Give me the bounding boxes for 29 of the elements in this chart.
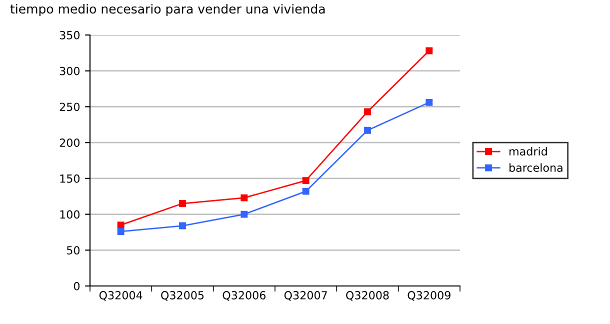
- point: [117, 222, 124, 229]
- y-tick-label: 350: [60, 30, 80, 40]
- y-tick-label: 0: [74, 282, 80, 290]
- point: [302, 177, 310, 184]
- point: [364, 108, 371, 116]
- y-tick-label: 100: [60, 210, 80, 219]
- y-tick-label: 150: [60, 174, 80, 183]
- point: [240, 194, 248, 202]
- x-tick-label: Q32005: [161, 291, 204, 301]
- point: [240, 210, 248, 218]
- legend-label: barcelona: [510, 163, 562, 172]
- y-tick-label: 200: [60, 138, 80, 147]
- point: [426, 47, 433, 54]
- point: [179, 200, 186, 207]
- y-tick-label: 50: [66, 246, 80, 255]
- x-tick-label: Q32008: [346, 291, 389, 301]
- point: [426, 98, 433, 106]
- point: [179, 222, 186, 230]
- x-tick-label: Q32004: [99, 291, 142, 301]
- x-tick-label: Q32006: [222, 291, 266, 301]
- point: [302, 188, 310, 195]
- y-tick-label: 250: [60, 102, 80, 112]
- point: [364, 126, 371, 134]
- chart-title: tiempo medio necesario para vender una vivienda: [10, 4, 325, 16]
- x-tick-label: Q32009: [408, 291, 450, 301]
- point: [117, 228, 124, 235]
- legend-label: madrid: [510, 146, 547, 156]
- y-tick-label: 300: [60, 66, 80, 76]
- x-tick-label: Q32007: [284, 291, 327, 301]
